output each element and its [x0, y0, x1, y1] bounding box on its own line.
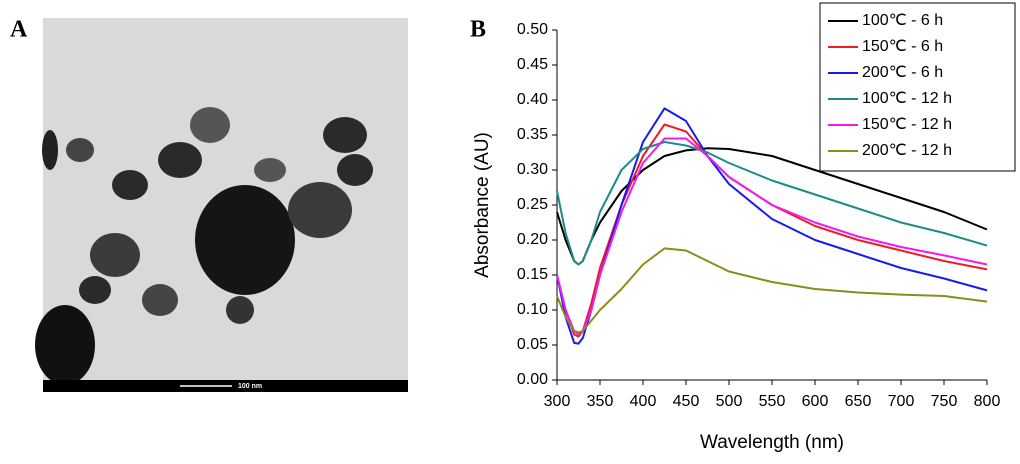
x-tick-label: 450	[673, 393, 700, 410]
y-tick-label: 0.20	[517, 231, 548, 248]
x-tick-label: 800	[974, 393, 1001, 410]
x-tick-label: 600	[802, 393, 829, 410]
particle	[35, 305, 95, 385]
x-tick-label: 350	[587, 393, 614, 410]
scale-bar-label: 100 nm	[238, 383, 262, 390]
x-axis-label: Wavelength (nm)	[700, 432, 844, 453]
x-tick-label: 650	[845, 393, 872, 410]
data-line	[556, 107, 988, 345]
y-tick-label: 0.25	[517, 196, 548, 213]
x-tick-label: 700	[888, 393, 915, 410]
y-tick-label: 0.00	[517, 371, 548, 388]
legend-label: 100℃ - 6 h	[862, 12, 943, 29]
x-tick-label: 500	[716, 393, 743, 410]
legend-label: 100℃ - 12 h	[862, 90, 952, 107]
y-tick-label: 0.45	[517, 56, 548, 73]
legend-label: 200℃ - 6 h	[862, 64, 943, 81]
legend-label: 200℃ - 12 h	[862, 142, 952, 159]
legend-label: 150℃ - 6 h	[862, 38, 943, 55]
y-tick-label: 0.50	[517, 21, 548, 38]
particle	[42, 130, 58, 170]
data-line	[556, 247, 988, 334]
data-line	[556, 123, 988, 338]
particle	[195, 185, 295, 295]
particle	[254, 158, 286, 182]
panel-label: A	[10, 17, 28, 43]
y-tick-label: 0.15	[517, 266, 548, 283]
particle	[66, 138, 94, 162]
particle	[142, 284, 178, 316]
x-tick-label: 300	[544, 393, 571, 410]
data-line	[556, 141, 988, 266]
y-tick-label: 0.05	[517, 336, 548, 353]
tem-image: 100 nm	[35, 18, 408, 392]
particle	[190, 107, 230, 143]
particle	[323, 117, 367, 153]
particle	[158, 142, 202, 178]
panel-label: B	[470, 17, 486, 43]
particle	[288, 182, 352, 238]
y-tick-label: 0.40	[517, 91, 548, 108]
particle	[337, 154, 373, 186]
x-tick-label: 750	[931, 393, 958, 410]
particle	[226, 296, 254, 324]
particles	[35, 107, 373, 385]
y-tick-label: 0.30	[517, 161, 548, 178]
legend-box	[819, 2, 1016, 172]
data-line	[556, 137, 988, 336]
particle	[79, 276, 111, 304]
y-axis-label: Absorbance (AU)	[472, 132, 493, 278]
particle	[112, 170, 148, 200]
y-tick-label: 0.10	[517, 301, 548, 318]
particle	[90, 233, 140, 277]
x-tick-label: 550	[759, 393, 786, 410]
legend-label: 150℃ - 12 h	[862, 116, 952, 133]
x-tick-label: 400	[630, 393, 657, 410]
chart: 0.00 0.05 0.10 0.15 0.20 0.25 0.30 0.35 0.40 0.45…	[472, 2, 1016, 453]
legend: 100℃ - 6 h 150℃ - 6 h 200℃ - 6 h 100℃ - 12 …	[819, 2, 1016, 172]
y-tick-label: 0.35	[517, 126, 548, 143]
